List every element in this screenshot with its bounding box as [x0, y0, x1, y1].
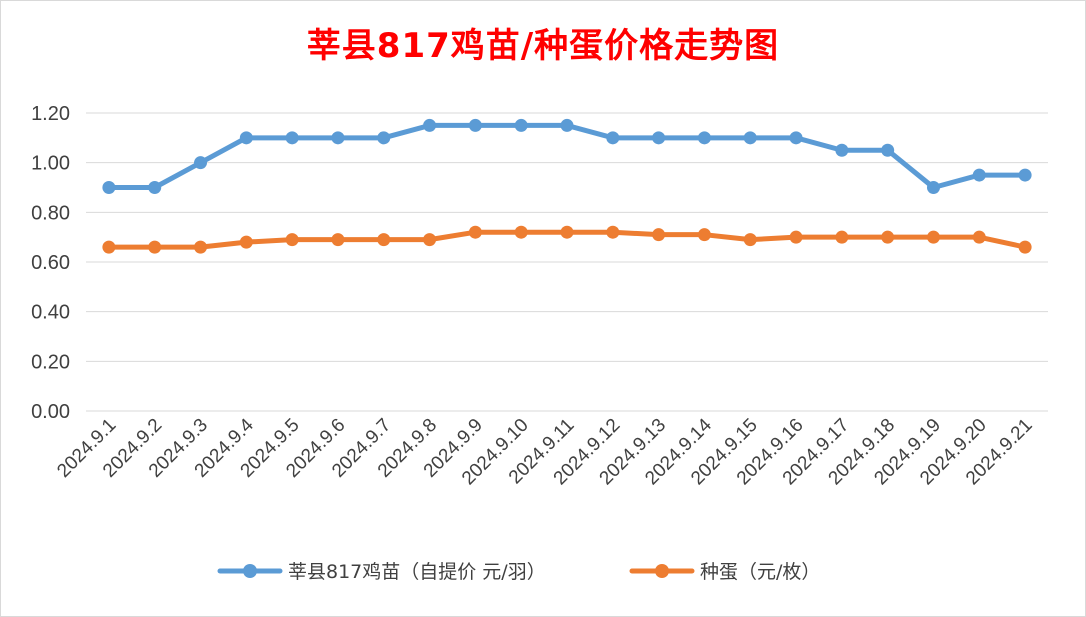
data-point	[789, 230, 803, 244]
chart-title: 莘县817鸡苗/种蛋价格走势图	[306, 26, 780, 66]
data-point	[285, 131, 299, 145]
data-point	[377, 233, 391, 247]
legend-label: 莘县817鸡苗（自提价 元/羽）	[288, 561, 546, 583]
legend-marker	[655, 564, 669, 578]
data-point	[606, 131, 620, 145]
data-point	[468, 225, 482, 239]
data-point	[560, 118, 574, 132]
data-point	[926, 181, 940, 194]
series-1	[102, 118, 1032, 194]
legend: 莘县817鸡苗（自提价 元/羽） 种蛋（元/枚）	[217, 561, 820, 583]
data-point	[881, 230, 895, 244]
data-point	[835, 143, 849, 157]
series-2	[102, 225, 1032, 254]
data-point	[194, 156, 208, 170]
data-point	[148, 181, 162, 194]
data-point	[697, 131, 711, 145]
data-point	[102, 181, 116, 194]
data-point	[1018, 240, 1032, 254]
data-point	[743, 233, 757, 247]
data-point	[377, 131, 391, 145]
gridlines	[86, 112, 1048, 412]
data-point	[331, 131, 345, 145]
data-point	[239, 235, 253, 249]
y-tick-label: 0.80	[31, 202, 70, 224]
data-point	[743, 131, 757, 145]
data-point	[652, 228, 666, 242]
data-point	[423, 118, 437, 132]
data-point	[697, 228, 711, 242]
data-point	[514, 118, 528, 132]
data-point	[468, 118, 482, 132]
y-tick-label: 1.20	[31, 103, 70, 125]
data-point	[194, 240, 208, 254]
data-point	[972, 230, 986, 244]
y-tick-label: 1.00	[31, 153, 70, 175]
data-point	[102, 240, 116, 254]
data-point	[972, 168, 986, 182]
legend-label: 种蛋（元/枚）	[700, 561, 820, 583]
series-layer	[102, 118, 1032, 254]
data-point	[423, 233, 437, 247]
y-axis-ticks: 0.00 0.20 0.40 0.60 0.80 1.00 1.20	[31, 103, 70, 423]
data-point	[652, 131, 666, 145]
data-point	[835, 230, 849, 244]
data-point	[926, 230, 940, 244]
data-point	[560, 225, 574, 239]
data-point	[606, 225, 620, 239]
data-point	[239, 131, 253, 145]
data-point	[285, 233, 299, 247]
y-tick-label: 0.40	[31, 302, 70, 324]
y-tick-label: 0.20	[31, 351, 70, 373]
data-point	[1018, 168, 1032, 182]
data-point	[331, 233, 345, 247]
data-point	[514, 225, 528, 239]
data-point	[881, 143, 895, 157]
data-point	[148, 240, 162, 254]
data-point	[789, 131, 803, 145]
legend-marker	[243, 564, 257, 578]
y-tick-label: 0.00	[31, 401, 70, 423]
y-tick-label: 0.60	[31, 252, 70, 274]
x-axis-ticks: 2024.9.12024.9.22024.9.32024.9.42024.9.5…	[53, 414, 1036, 489]
